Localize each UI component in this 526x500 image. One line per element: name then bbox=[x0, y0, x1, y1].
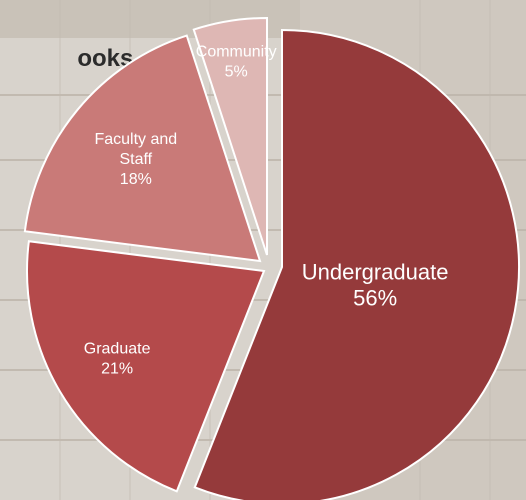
pie-slice-graduate bbox=[26, 240, 266, 493]
slice-label-undergraduate: Undergraduate 56% bbox=[302, 259, 449, 310]
slice-name: Staff bbox=[120, 151, 153, 168]
slice-value: 21% bbox=[101, 360, 133, 377]
slice-value: 5% bbox=[225, 63, 248, 80]
slice-label-community: Community 5% bbox=[196, 43, 277, 80]
slice-label-faculty-and-staff: Faculty and Staff 18% bbox=[94, 131, 177, 188]
slice-value: 18% bbox=[120, 171, 152, 188]
slice-label-graduate: Graduate 21% bbox=[84, 340, 151, 377]
pie-slice-undergraduate bbox=[193, 28, 520, 500]
slice-name: Graduate bbox=[84, 340, 151, 357]
pie-slice-community bbox=[192, 16, 268, 256]
slice-value: 56% bbox=[353, 285, 397, 310]
slice-name: Undergraduate bbox=[302, 259, 449, 284]
slice-name: Faculty and bbox=[94, 131, 177, 148]
slice-name: Community bbox=[196, 43, 277, 60]
pie-slice-faculty-and-staff bbox=[23, 34, 262, 263]
